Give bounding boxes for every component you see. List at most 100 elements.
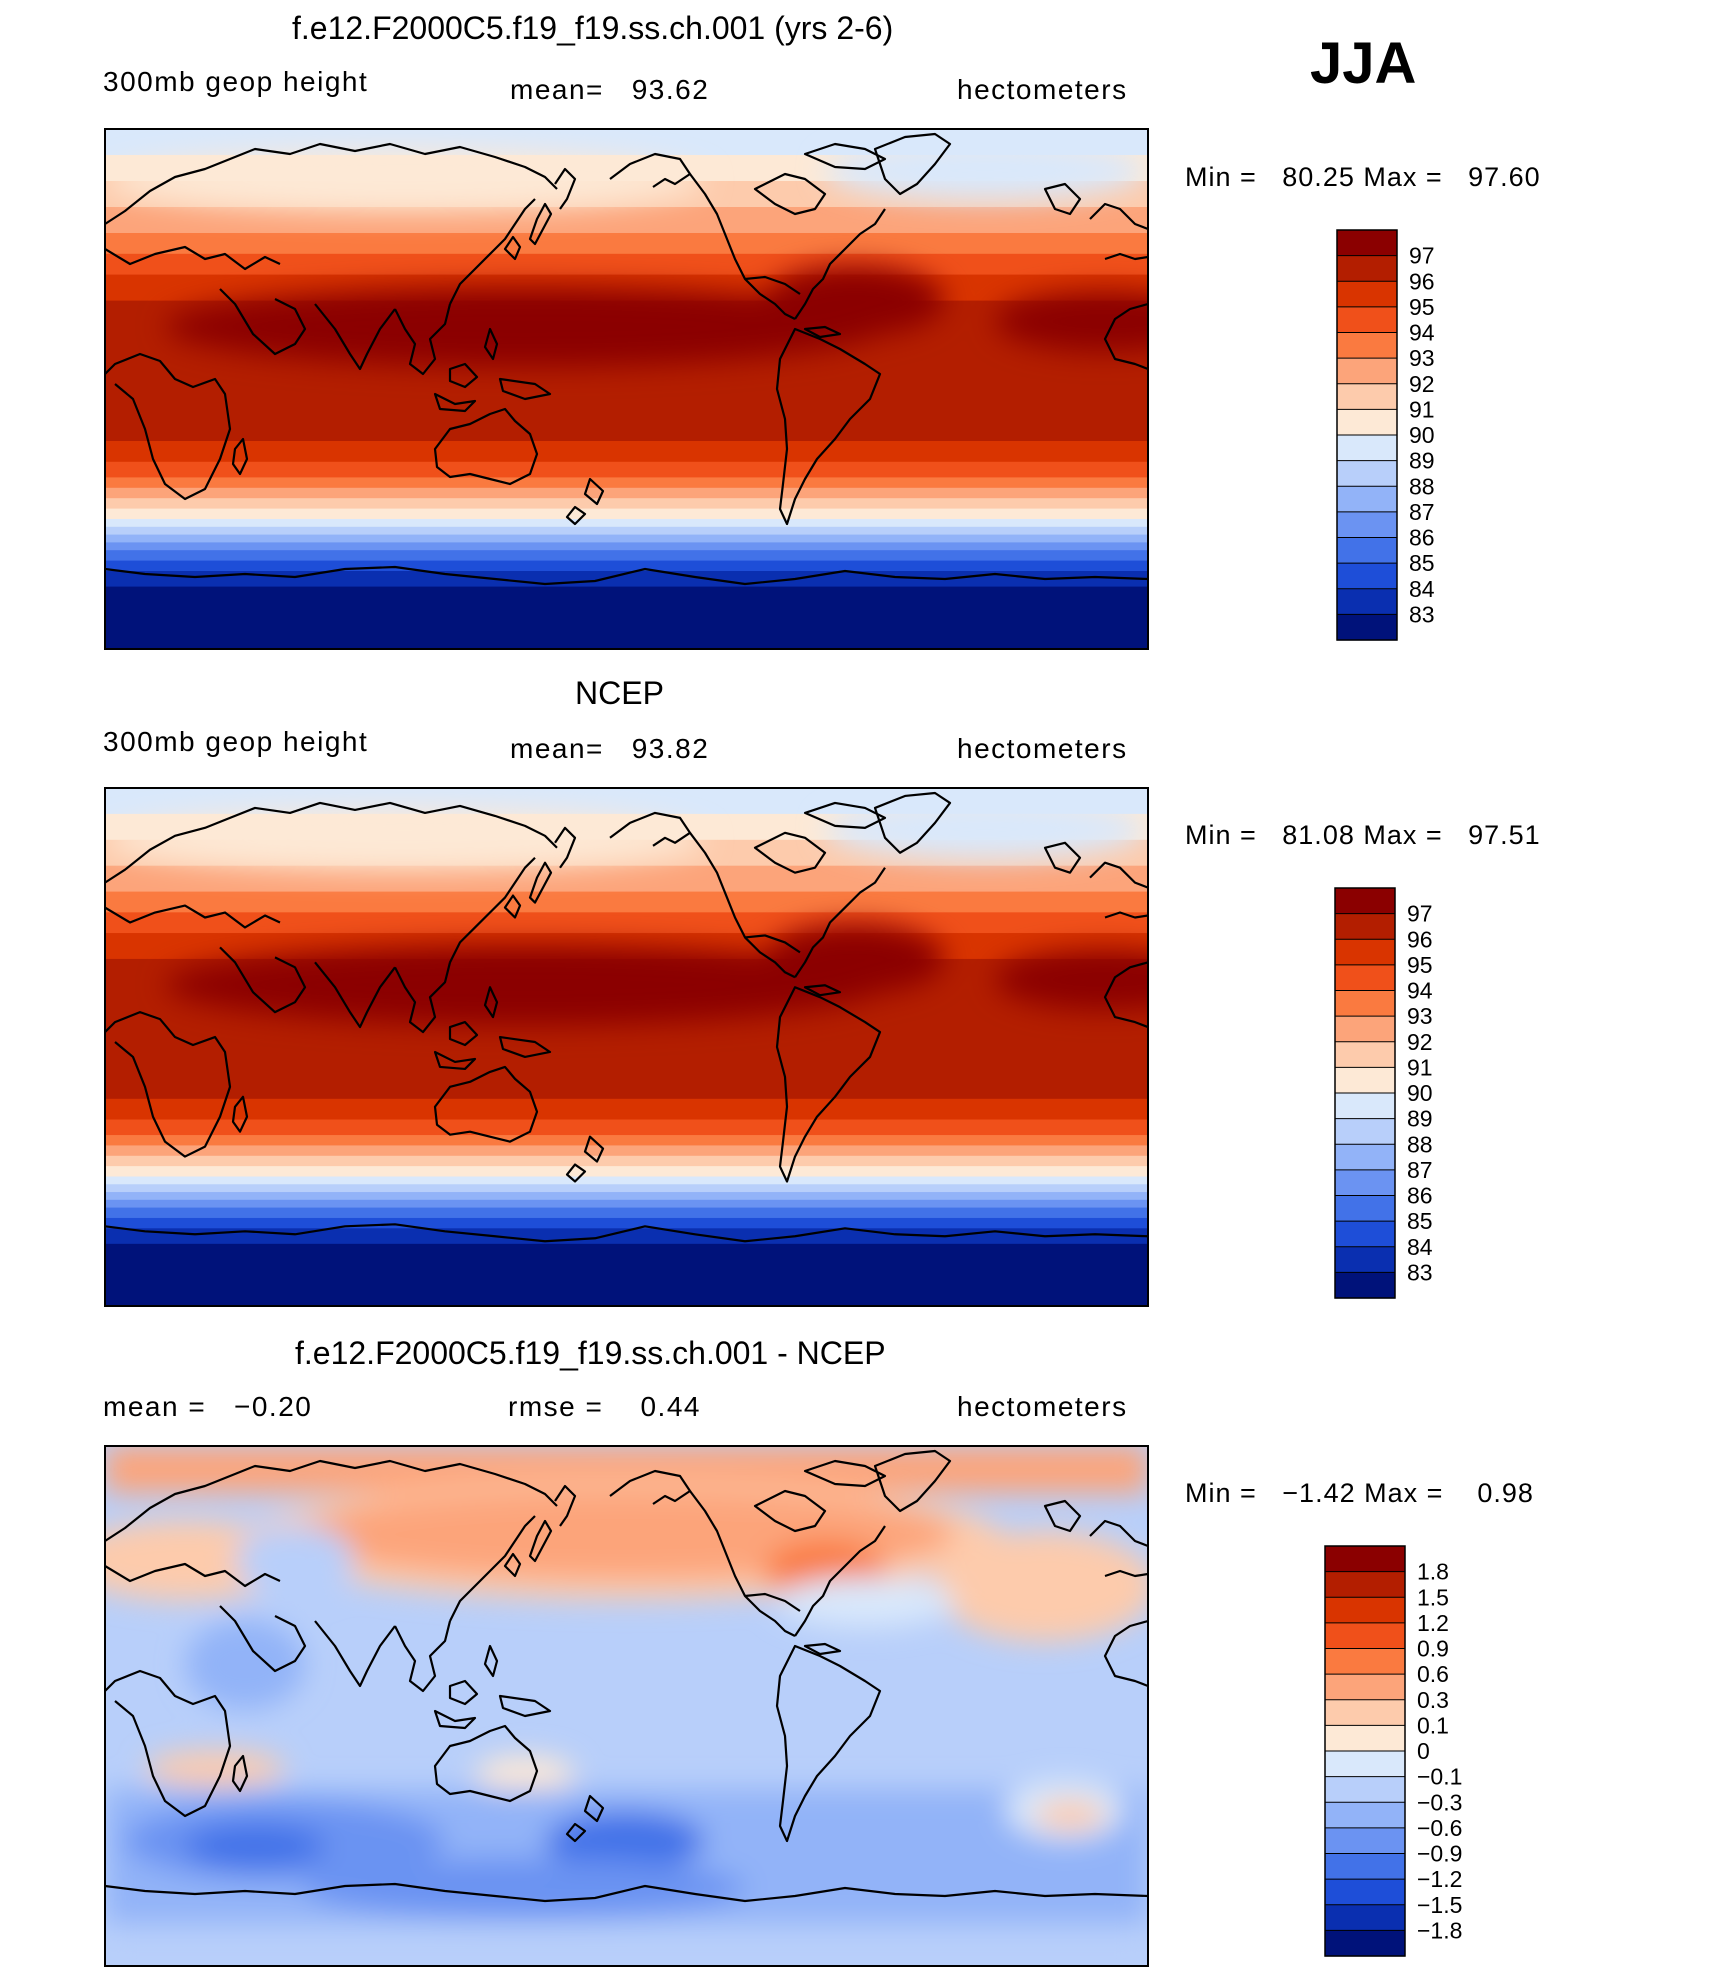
colorbar-swatch	[1335, 1118, 1395, 1145]
colorbar-tick-label: −0.3	[1417, 1789, 1462, 1815]
colorbar-swatch	[1325, 1879, 1405, 1906]
colorbar-swatch	[1335, 888, 1395, 915]
colorbar-swatch	[1337, 332, 1397, 359]
colorbar-swatch	[1335, 1169, 1395, 1197]
contour-band	[105, 1135, 1148, 1147]
colorbar-tick-label: 94	[1409, 320, 1435, 346]
contour-band	[105, 253, 1148, 276]
colorbar-swatch	[1337, 383, 1397, 410]
colorbar-swatch	[1335, 1016, 1395, 1043]
contour-band	[105, 1166, 1148, 1178]
colorbar-tick-label: 97	[1409, 243, 1435, 269]
colorbar-tick-label: 91	[1407, 1054, 1433, 1080]
colorbar-tick-label: −1.5	[1417, 1892, 1462, 1918]
colorbar-tick-label: 1.5	[1417, 1584, 1449, 1610]
contour-band	[105, 441, 1148, 463]
contour-band	[105, 1119, 1148, 1137]
contour-band	[105, 1155, 1148, 1168]
panel-1-field-label: 300mb geop height	[103, 66, 369, 97]
colorbar-tick-label: 85	[1407, 1208, 1433, 1234]
contour-band	[105, 542, 1148, 552]
colorbar-tick-label: 89	[1407, 1106, 1433, 1132]
colorbar-swatch	[1335, 1195, 1395, 1222]
colorbar-tick-label: 1.2	[1417, 1610, 1449, 1636]
colorbar-swatch	[1337, 358, 1397, 385]
panel-3-min-max: Min = −1.42 Max = 0.98	[1185, 1478, 1534, 1508]
colorbar-swatch	[1325, 1546, 1405, 1573]
contour-band	[105, 534, 1148, 544]
colorbar-swatch	[1337, 306, 1397, 334]
panel-1-map	[104, 128, 1149, 650]
colorbar-swatch	[1335, 1144, 1395, 1171]
colorbar-swatch	[1337, 537, 1397, 564]
colorbar-tick-label: 0.1	[1417, 1712, 1449, 1738]
contour-band	[105, 1145, 1148, 1157]
contour-band	[105, 865, 1148, 893]
colorbar-tick-label: 0.9	[1417, 1636, 1449, 1662]
colorbar-swatch	[1337, 281, 1397, 308]
contour-band	[105, 207, 1148, 234]
colorbar-frame	[1334, 887, 1396, 1299]
colorbar-tick-label: 86	[1409, 525, 1435, 551]
colorbar-swatch	[1337, 435, 1397, 462]
colorbar-swatch	[1335, 1067, 1395, 1094]
colorbar-swatch	[1335, 964, 1395, 992]
panel-1-mean-label: mean= 93.62	[510, 74, 710, 105]
colorbar-swatch	[1335, 1272, 1395, 1299]
colorbar-tick-label: 85	[1409, 550, 1435, 576]
colorbar-swatch	[1335, 990, 1395, 1017]
colorbar-tick-label: 96	[1409, 268, 1435, 294]
map-frame	[104, 1445, 1149, 1967]
colorbar-swatch	[1337, 255, 1397, 282]
colorbar-tick-label: 88	[1407, 1131, 1433, 1157]
colorbar-tick-label: 1.8	[1417, 1559, 1449, 1585]
colorbar-swatch	[1335, 1041, 1395, 1068]
colorbar-swatch	[1325, 1699, 1405, 1726]
colorbar-swatch	[1335, 1246, 1395, 1273]
colorbar-swatch	[1325, 1571, 1405, 1598]
colorbar-tick-label: 83	[1409, 601, 1435, 627]
contour-band	[105, 912, 1148, 935]
colorbar-tick-label: 0.6	[1417, 1661, 1449, 1687]
contour-band	[105, 477, 1148, 489]
colorbar-tick-label: 88	[1409, 473, 1435, 499]
colorbar-tick-label: 94	[1407, 978, 1433, 1004]
panel-2-field-label: 300mb geop height	[103, 726, 369, 757]
colorbar-swatch	[1325, 1776, 1405, 1803]
colorbar-tick-label: 83	[1407, 1259, 1433, 1285]
map-frame	[104, 787, 1149, 1307]
colorbar-swatch	[1337, 588, 1397, 615]
panel-3-map	[104, 1445, 1149, 1967]
contour-band	[105, 461, 1148, 479]
colorbar-tick-label: −0.6	[1417, 1815, 1462, 1841]
colorbar-swatch	[1325, 1930, 1405, 1957]
colorbar-tick-label: 0.3	[1417, 1687, 1449, 1713]
panel-3-units-label: hectometers	[957, 1391, 1128, 1422]
panel-3-rmse-label: rmse = 0.44	[508, 1391, 701, 1422]
colorbar-tick-label: 86	[1407, 1183, 1433, 1209]
colorbar-tick-label: 84	[1409, 576, 1435, 602]
colorbar-tick-label: 92	[1409, 371, 1435, 397]
contour-band	[105, 1192, 1148, 1201]
contour-band	[105, 508, 1148, 520]
colorbar-tick-label: 93	[1407, 1003, 1433, 1029]
contour-band	[105, 586, 1148, 649]
colorbar-tick-label: 95	[1409, 294, 1435, 320]
colorbar-swatch	[1337, 409, 1397, 436]
colorbar-tick-label: 90	[1407, 1080, 1433, 1106]
colorbar-tick-label: −1.2	[1417, 1866, 1462, 1892]
colorbar-swatch	[1325, 1648, 1405, 1675]
colorbar-tick-label: 89	[1409, 448, 1435, 474]
colorbar-swatch	[1325, 1622, 1405, 1650]
panel-2-units-label: hectometers	[957, 733, 1128, 764]
colorbar-swatch	[1335, 939, 1395, 966]
panel-3-mean-label: mean = −0.20	[103, 1391, 313, 1422]
colorbar-tick-label: 90	[1409, 422, 1435, 448]
colorbar-swatch	[1325, 1904, 1405, 1931]
contour-band	[105, 1199, 1148, 1209]
colorbar-tick-label: −0.9	[1417, 1841, 1462, 1867]
contour-band	[105, 233, 1148, 255]
colorbar-swatch	[1325, 1802, 1405, 1829]
colorbar-swatch	[1325, 1725, 1405, 1752]
